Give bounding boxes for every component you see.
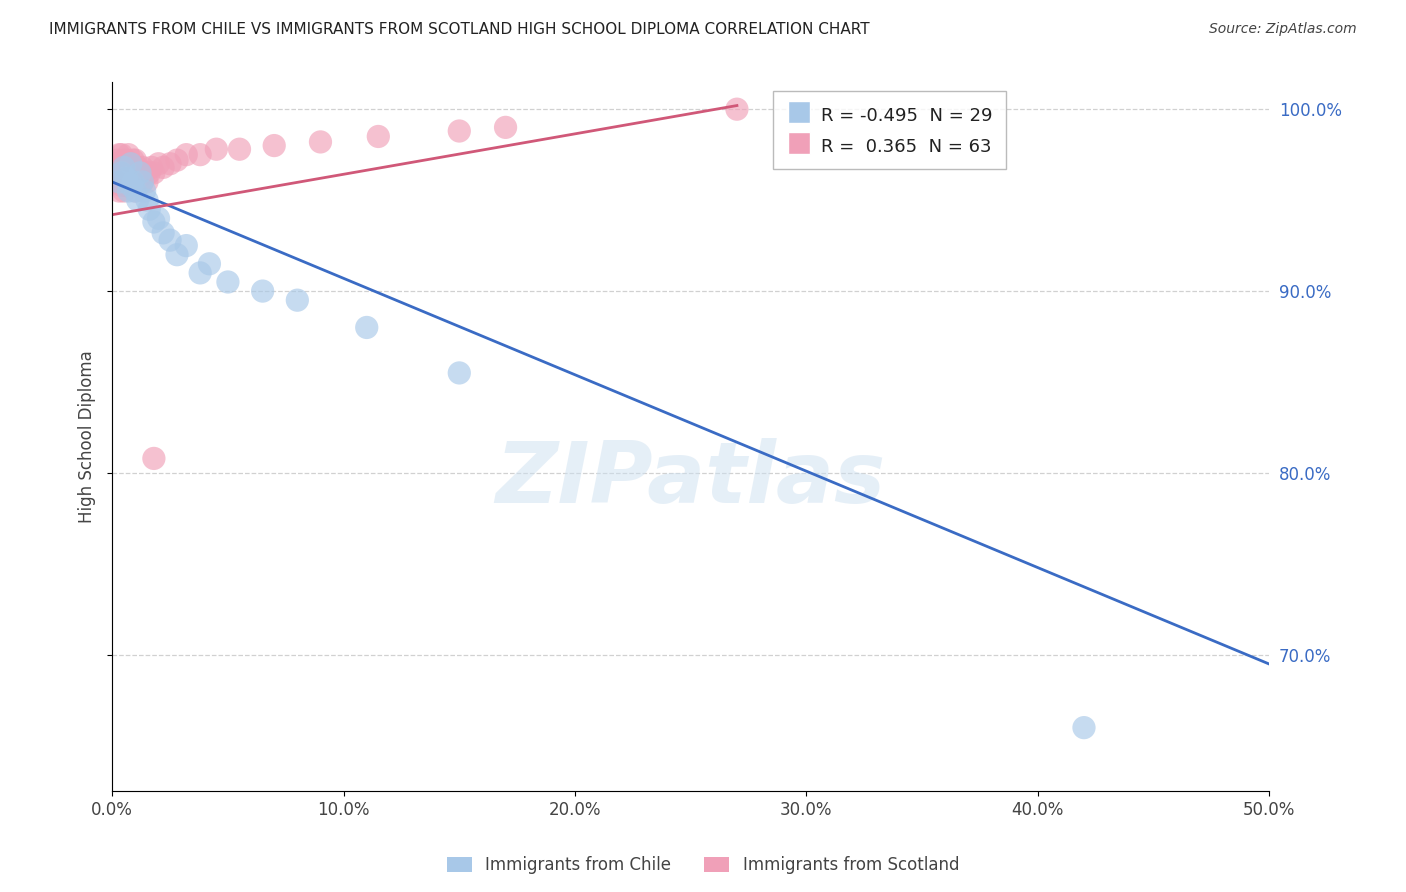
Point: [120, 166, 142, 180]
Point: [110, 166, 132, 180]
Point: [141, 161, 163, 175]
Point: [129, 166, 152, 180]
Point: [134, 184, 156, 198]
Point: [115, 175, 138, 189]
Point: [124, 166, 146, 180]
Point: [309, 135, 332, 149]
Point: [120, 175, 142, 189]
Point: [112, 184, 135, 198]
Text: IMMIGRANTS FROM CHILE VS IMMIGRANTS FROM SCOTLAND HIGH SCHOOL DIPLOMA CORRELATIO: IMMIGRANTS FROM CHILE VS IMMIGRANTS FROM…: [49, 22, 870, 37]
Point: [108, 175, 131, 189]
Point: [148, 211, 170, 226]
Point: [131, 175, 153, 189]
Point: [198, 257, 221, 271]
Point: [105, 161, 128, 175]
Point: [120, 157, 142, 171]
Point: [117, 166, 139, 180]
Point: [124, 175, 146, 189]
Point: [152, 161, 174, 175]
Point: [115, 178, 138, 193]
Point: [112, 157, 135, 171]
Point: [1073, 721, 1095, 735]
Point: [110, 147, 132, 161]
Point: [174, 147, 197, 161]
Point: [108, 175, 131, 189]
Point: [112, 153, 135, 168]
Point: [152, 226, 174, 240]
Point: [356, 320, 378, 334]
Point: [159, 157, 181, 171]
Legend: R = -0.495  N = 29, R =  0.365  N = 63: R = -0.495 N = 29, R = 0.365 N = 63: [773, 91, 1005, 169]
Point: [127, 175, 149, 189]
Point: [117, 157, 139, 171]
Point: [127, 193, 149, 207]
Point: [138, 166, 160, 180]
Y-axis label: High School Diploma: High School Diploma: [79, 351, 96, 523]
Point: [174, 238, 197, 252]
Point: [166, 248, 188, 262]
Point: [131, 161, 153, 175]
Point: [129, 166, 152, 180]
Point: [110, 178, 132, 193]
Point: [115, 171, 138, 186]
Point: [136, 175, 159, 189]
Point: [148, 157, 170, 171]
Point: [108, 147, 131, 161]
Point: [108, 161, 131, 175]
Point: [449, 124, 471, 138]
Point: [449, 366, 471, 380]
Point: [115, 166, 138, 180]
Point: [115, 161, 138, 175]
Point: [122, 153, 145, 168]
Point: [159, 233, 181, 247]
Point: [134, 166, 156, 180]
Point: [136, 193, 159, 207]
Point: [495, 120, 517, 135]
Point: [112, 175, 135, 189]
Point: [285, 293, 308, 308]
Point: [124, 184, 146, 198]
Point: [138, 202, 160, 217]
Point: [142, 451, 165, 466]
Point: [122, 166, 145, 180]
Text: ZIPatlas: ZIPatlas: [495, 438, 886, 521]
Point: [117, 178, 139, 193]
Point: [110, 157, 132, 171]
Point: [103, 157, 125, 171]
Point: [217, 275, 239, 289]
Point: [142, 166, 165, 180]
Point: [188, 266, 211, 280]
Point: [129, 175, 152, 189]
Point: [127, 161, 149, 175]
Point: [120, 178, 142, 193]
Point: [112, 161, 135, 175]
Point: [120, 157, 142, 171]
Point: [103, 166, 125, 180]
Legend: Immigrants from Chile, Immigrants from Scotland: Immigrants from Chile, Immigrants from S…: [441, 851, 965, 880]
Point: [122, 175, 145, 189]
Point: [112, 166, 135, 180]
Point: [124, 153, 146, 168]
Point: [188, 147, 211, 161]
Point: [115, 153, 138, 168]
Point: [228, 142, 250, 156]
Text: Source: ZipAtlas.com: Source: ZipAtlas.com: [1209, 22, 1357, 37]
Point: [124, 184, 146, 198]
Point: [110, 166, 132, 180]
Point: [108, 184, 131, 198]
Point: [122, 175, 145, 189]
Point: [166, 153, 188, 168]
Point: [131, 175, 153, 189]
Point: [105, 153, 128, 168]
Point: [263, 138, 285, 153]
Point: [117, 175, 139, 189]
Point: [105, 175, 128, 189]
Point: [117, 147, 139, 161]
Point: [252, 284, 274, 298]
Point: [117, 184, 139, 198]
Point: [367, 129, 389, 144]
Point: [142, 215, 165, 229]
Point: [205, 142, 228, 156]
Point: [725, 102, 748, 116]
